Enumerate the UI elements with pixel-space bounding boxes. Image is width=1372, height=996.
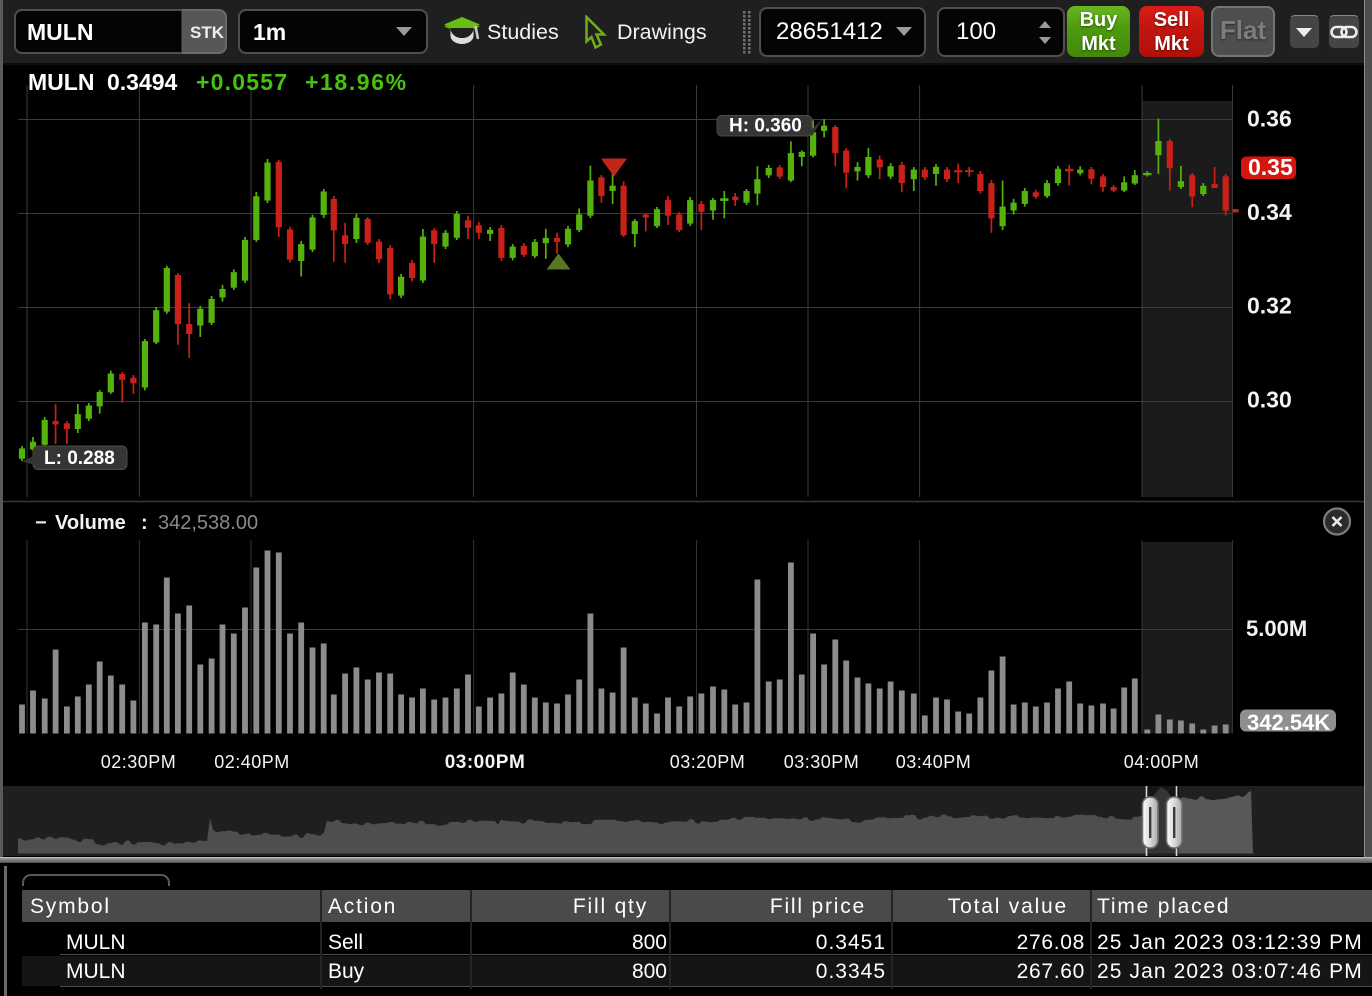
svg-text:03:20PM: 03:20PM [670,752,746,772]
svg-text:0.30: 0.30 [1247,387,1292,413]
svg-text:+0.0557: +0.0557 [196,69,288,95]
svg-text:342,538.00: 342,538.00 [158,512,258,534]
svg-text:H: 0.360: H: 0.360 [729,116,802,137]
svg-text:−: − [35,512,47,534]
svg-text:04:00PM: 04:00PM [1124,752,1200,772]
svg-text:0.32: 0.32 [1247,293,1292,319]
svg-text:0.36: 0.36 [1247,106,1292,132]
svg-text::: : [141,512,148,534]
svg-text:MULN: MULN [28,69,94,95]
svg-text:03:40PM: 03:40PM [896,752,972,772]
svg-text:03:30PM: 03:30PM [784,752,860,772]
svg-text:5.00M: 5.00M [1246,616,1307,641]
svg-text:+18.96%: +18.96% [305,69,408,95]
svg-text:L: 0.288: L: 0.288 [44,448,115,469]
svg-text:02:30PM: 02:30PM [101,752,177,772]
svg-text:Volume: Volume [55,512,126,534]
svg-text:02:40PM: 02:40PM [214,752,290,772]
svg-text:03:00PM: 03:00PM [445,752,526,773]
svg-text:0.3494: 0.3494 [107,69,178,95]
svg-text:0.34: 0.34 [1247,199,1292,225]
svg-text:0.35: 0.35 [1248,154,1293,180]
svg-text:342.54K: 342.54K [1247,710,1330,735]
